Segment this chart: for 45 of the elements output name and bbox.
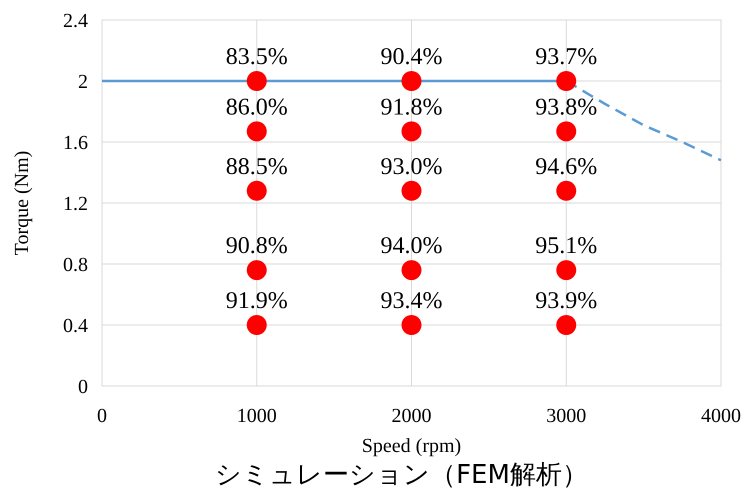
annotation: 93.0% bbox=[380, 154, 442, 180]
annotation: 93.9% bbox=[535, 288, 598, 314]
annotation: 90.4% bbox=[380, 44, 442, 70]
y-tick-label: 2.4 bbox=[63, 10, 88, 32]
y-tick-label: 0 bbox=[78, 376, 88, 398]
annotation: 94.6% bbox=[535, 154, 598, 180]
annotation: 91.9% bbox=[226, 288, 288, 314]
point bbox=[246, 121, 267, 142]
annotation: 88.5% bbox=[226, 154, 288, 180]
annotation: 86.0% bbox=[226, 94, 288, 120]
annotation: 91.8% bbox=[380, 94, 442, 120]
point bbox=[556, 315, 576, 335]
point bbox=[556, 71, 576, 91]
x-tick-label: 1000 bbox=[236, 405, 277, 427]
y-axis-title: Torque (Nm) bbox=[11, 150, 33, 256]
point bbox=[556, 260, 576, 280]
x-tick-label: 3000 bbox=[546, 405, 586, 427]
text: シミュレーション（FEM解析） bbox=[215, 460, 588, 490]
point bbox=[402, 71, 422, 91]
annotation: 93.8% bbox=[535, 94, 598, 120]
point bbox=[246, 71, 267, 91]
point bbox=[246, 315, 267, 335]
point bbox=[556, 180, 576, 201]
x-tick-label: 2000 bbox=[392, 405, 432, 427]
annotation: 93.7% bbox=[535, 44, 598, 70]
y-tick-label: 1.2 bbox=[63, 193, 88, 215]
point bbox=[246, 260, 267, 280]
point bbox=[556, 121, 576, 142]
x-axis-title: Speed (rpm) bbox=[362, 435, 462, 457]
y-tick-label: 2 bbox=[78, 71, 88, 93]
point bbox=[246, 180, 267, 201]
point bbox=[402, 121, 422, 142]
y-tick-label: 0.8 bbox=[63, 254, 88, 276]
annotation: 94.0% bbox=[380, 233, 442, 260]
annotation: 83.5% bbox=[226, 44, 288, 70]
point bbox=[402, 180, 422, 201]
annotation: 90.8% bbox=[226, 233, 288, 260]
x-tick-label: 4000 bbox=[701, 405, 741, 427]
y-tick-label: 1.6 bbox=[63, 132, 88, 154]
y-tick-label: 0.4 bbox=[63, 315, 88, 337]
point bbox=[402, 315, 422, 335]
x-tick-label: 0 bbox=[97, 405, 107, 427]
point bbox=[402, 260, 422, 280]
annotation: 93.4% bbox=[380, 288, 442, 314]
annotation: 95.1% bbox=[535, 233, 598, 260]
